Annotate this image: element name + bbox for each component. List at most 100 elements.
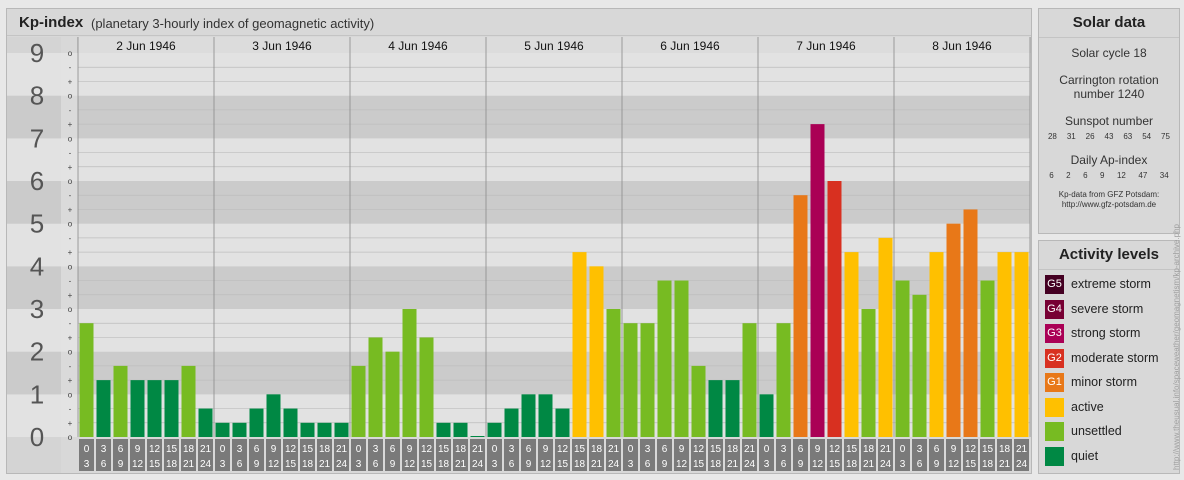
ap-value: 6 xyxy=(1049,171,1054,180)
y-subtick: + xyxy=(68,248,73,257)
hour-label-start: 15 xyxy=(982,444,994,455)
y-subtick: - xyxy=(69,319,72,328)
hour-label-box xyxy=(436,439,451,471)
legend-label: unsettled xyxy=(1071,424,1122,438)
legend-swatch: G5 xyxy=(1045,275,1064,294)
hour-label-end: 3 xyxy=(764,459,770,470)
hour-label-end: 21 xyxy=(999,459,1011,470)
hour-label-end: 18 xyxy=(166,459,178,470)
day-label: 5 Jun 1946 xyxy=(524,39,584,53)
y-subtick: + xyxy=(68,120,73,129)
hour-label-box xyxy=(895,439,910,471)
hour-label-start: 15 xyxy=(438,444,450,455)
hour-label-start: 0 xyxy=(84,444,90,455)
sunspot-value: 26 xyxy=(1085,132,1095,141)
kp-bar xyxy=(164,380,179,437)
hour-label-box xyxy=(725,439,740,471)
kp-bar xyxy=(300,422,315,437)
chart-title: Kp-index xyxy=(19,14,84,31)
legend-item-active: active xyxy=(1039,396,1179,421)
y-subtick: o xyxy=(68,390,73,399)
hour-label-start: 18 xyxy=(863,444,875,455)
hour-label-start: 0 xyxy=(356,444,362,455)
kp-bar xyxy=(266,394,281,437)
hour-label-box xyxy=(844,439,859,471)
hour-label-box xyxy=(266,439,281,471)
credit-url[interactable]: http://www.theusual.info/spaceweather/ge… xyxy=(1172,224,1181,470)
activity-levels-legend: G5 extreme storm G4 severe storm G3 strong … xyxy=(1039,270,1179,469)
hour-label-box xyxy=(147,439,162,471)
hour-label-box xyxy=(708,439,723,471)
hour-label-box xyxy=(334,439,349,471)
hour-label-end: 24 xyxy=(608,459,620,470)
hour-label-start: 18 xyxy=(591,444,603,455)
hour-label-box xyxy=(640,439,655,471)
ap-value: 2 xyxy=(1066,171,1071,180)
day-label: 8 Jun 1946 xyxy=(932,39,992,53)
hour-label-box xyxy=(164,439,179,471)
hour-label-end: 15 xyxy=(829,459,841,470)
hour-label-end: 24 xyxy=(880,459,892,470)
hour-label-start: 12 xyxy=(149,444,161,455)
legend-item-extreme-storm: G5 extreme storm xyxy=(1039,273,1179,298)
source-link[interactable]: http://www.gfz-potsdam.de xyxy=(1061,200,1157,209)
hour-label-start: 15 xyxy=(302,444,314,455)
kp-bar xyxy=(130,380,145,437)
y-tick-label: 8 xyxy=(30,81,44,111)
y-subtick: + xyxy=(68,291,73,300)
y-subtick: + xyxy=(68,419,73,428)
day-label: 2 Jun 1946 xyxy=(116,39,176,53)
day-label: 6 Jun 1946 xyxy=(660,39,720,53)
hour-label-box xyxy=(215,439,230,471)
hour-label-end: 21 xyxy=(863,459,875,470)
hour-label-box xyxy=(912,439,927,471)
hour-label-start: 0 xyxy=(220,444,226,455)
hour-label-end: 3 xyxy=(220,459,226,470)
hour-label-end: 18 xyxy=(710,459,722,470)
kp-bar xyxy=(963,209,978,437)
ap-label: Daily Ap-index xyxy=(1070,153,1148,167)
hour-label-box xyxy=(181,439,196,471)
hour-label-start: 12 xyxy=(693,444,705,455)
kp-bar xyxy=(912,294,927,437)
kp-bar xyxy=(810,124,825,437)
solar-cycle: Solar cycle 18 xyxy=(1071,46,1147,60)
hour-label-end: 9 xyxy=(390,459,396,470)
hour-label-end: 6 xyxy=(645,459,651,470)
hour-label-box xyxy=(776,439,791,471)
hour-label-box xyxy=(470,439,485,471)
hour-label-end: 12 xyxy=(948,459,960,470)
hour-label-start: 9 xyxy=(679,444,685,455)
y-subtick: - xyxy=(69,106,72,115)
kp-bar xyxy=(198,408,213,437)
hour-label-box xyxy=(419,439,434,471)
hour-label-end: 12 xyxy=(676,459,688,470)
legend-swatch: G1 xyxy=(1045,373,1064,392)
hour-label-end: 24 xyxy=(472,459,484,470)
hour-label-start: 21 xyxy=(200,444,212,455)
hour-label-start: 21 xyxy=(1016,444,1028,455)
hour-label-end: 9 xyxy=(254,459,260,470)
sunspot-value: 54 xyxy=(1142,132,1152,141)
hour-label-start: 6 xyxy=(526,444,532,455)
y-subtick: + xyxy=(68,163,73,172)
kp-bar xyxy=(640,323,655,437)
kp-bar xyxy=(96,380,111,437)
y-tick-label: 6 xyxy=(30,166,44,196)
kp-bar xyxy=(181,365,196,437)
kp-bar xyxy=(521,394,536,437)
hour-label-start: 21 xyxy=(744,444,756,455)
hour-label-start: 0 xyxy=(764,444,770,455)
hour-label-box xyxy=(453,439,468,471)
y-tick-label: 1 xyxy=(30,379,44,409)
kp-bar xyxy=(283,408,298,437)
hour-label-box xyxy=(198,439,213,471)
hour-label-end: 15 xyxy=(965,459,977,470)
y-subtick: - xyxy=(69,277,72,286)
kp-bar xyxy=(249,408,264,437)
hour-label-end: 6 xyxy=(237,459,243,470)
legend-label: extreme storm xyxy=(1071,277,1151,291)
hour-label-start: 21 xyxy=(472,444,484,455)
hour-label-start: 0 xyxy=(900,444,906,455)
activity-levels-panel: Activity levels G5 extreme storm G4 severe… xyxy=(1038,240,1180,474)
